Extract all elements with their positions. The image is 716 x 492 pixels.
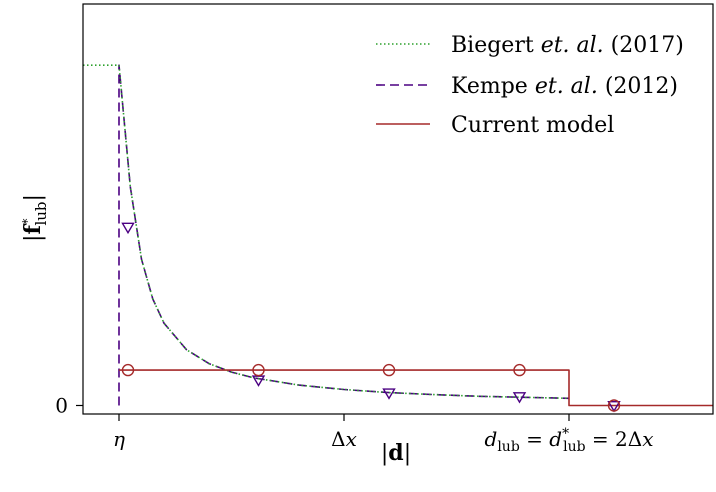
marker-current-model-3 <box>513 363 526 377</box>
marker-current-model-1 <box>252 363 265 377</box>
x-tick-label-1: Δx <box>331 427 357 451</box>
marker-kempe-et-al-2012-0 <box>121 222 135 235</box>
legend-entry-biegert: Biegert et. al. (2017) <box>376 33 684 58</box>
marker-extra-1 <box>607 399 621 412</box>
legend-label-current-model: Current model <box>451 113 614 138</box>
ticks: η Δx dlub = d* lub = 2Δx 0 <box>55 393 653 455</box>
marker-extra-0 <box>607 400 621 413</box>
plot-area <box>83 64 713 413</box>
y-tick-label-0: 0 <box>55 393 68 417</box>
legend-label-kempe: Kempe et. al. (2012) <box>451 74 678 99</box>
plot-frame <box>82 3 714 415</box>
series-line-biegert-et-al-2017 <box>83 64 570 400</box>
series-line-current-model <box>119 369 713 407</box>
x-axis-title: |d| <box>381 440 411 466</box>
legend: Biegert et. al. (2017) Kempe et. al. (20… <box>376 33 684 138</box>
legend-entry-kempe: Kempe et. al. (2012) <box>376 74 678 99</box>
y-axis-title: |f*lub| <box>20 194 50 242</box>
legend-entry-current-model: Current model <box>376 113 614 138</box>
marker-current-model-2 <box>382 363 396 377</box>
marker-kempe-et-al-2012-3 <box>512 392 527 404</box>
x-tick-label-0: η <box>113 427 125 451</box>
x-tick-label-2: dlub = d* lub = 2Δx <box>485 426 654 455</box>
marker-kempe-et-al-2012-2 <box>382 388 396 400</box>
marker-current-model-0 <box>121 363 135 377</box>
legend-label-biegert: Biegert et. al. (2017) <box>451 33 684 58</box>
